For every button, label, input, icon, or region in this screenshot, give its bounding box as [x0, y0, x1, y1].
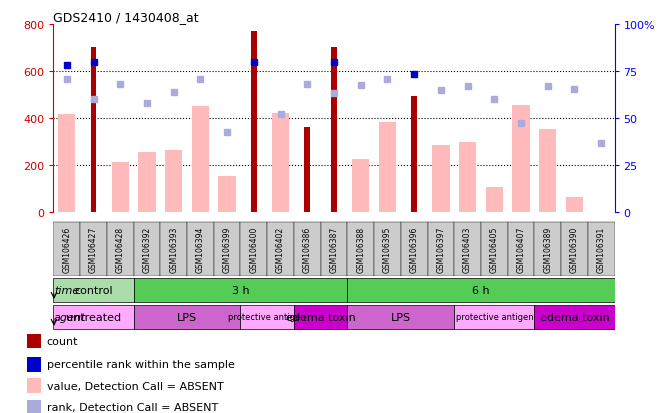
- Bar: [160, 222, 187, 277]
- Text: GSM106426: GSM106426: [62, 226, 71, 273]
- Bar: [53, 222, 80, 277]
- Bar: [134, 278, 347, 302]
- Text: percentile rank within the sample: percentile rank within the sample: [47, 359, 234, 369]
- Bar: [27, 378, 41, 393]
- Bar: [107, 222, 134, 277]
- Text: agent: agent: [54, 312, 86, 322]
- Bar: [534, 305, 615, 329]
- Bar: [411, 96, 417, 213]
- Text: GSM106400: GSM106400: [249, 226, 259, 273]
- Text: GSM106396: GSM106396: [409, 226, 419, 273]
- Bar: [347, 278, 615, 302]
- Bar: [588, 222, 615, 277]
- Bar: [454, 305, 534, 329]
- Bar: [58, 115, 75, 213]
- Bar: [187, 222, 214, 277]
- Bar: [294, 222, 321, 277]
- Bar: [91, 48, 96, 213]
- Bar: [481, 222, 508, 277]
- Bar: [138, 153, 156, 213]
- Text: untreated: untreated: [66, 312, 121, 322]
- Bar: [80, 222, 107, 277]
- Bar: [428, 222, 454, 277]
- Text: GSM106399: GSM106399: [222, 226, 232, 273]
- Bar: [272, 114, 289, 213]
- Text: edema toxin: edema toxin: [540, 312, 609, 322]
- Text: GSM106407: GSM106407: [516, 226, 526, 273]
- Text: GSM106389: GSM106389: [543, 226, 552, 273]
- Text: LPS: LPS: [177, 312, 197, 322]
- Text: GSM106386: GSM106386: [303, 226, 312, 273]
- Bar: [401, 222, 428, 277]
- Bar: [267, 222, 294, 277]
- Bar: [432, 146, 450, 213]
- Bar: [347, 305, 454, 329]
- Bar: [53, 278, 134, 302]
- Bar: [134, 305, 240, 329]
- Bar: [331, 48, 337, 213]
- Bar: [561, 222, 588, 277]
- Bar: [294, 305, 347, 329]
- Text: protective antigen: protective antigen: [228, 313, 306, 321]
- Bar: [321, 222, 347, 277]
- Text: GSM106391: GSM106391: [597, 226, 606, 273]
- Bar: [53, 305, 134, 329]
- Text: GSM106393: GSM106393: [169, 226, 178, 273]
- Text: GSM106403: GSM106403: [463, 226, 472, 273]
- Bar: [539, 129, 556, 213]
- Bar: [534, 222, 561, 277]
- Bar: [112, 162, 129, 213]
- Bar: [379, 122, 396, 213]
- Text: GSM106387: GSM106387: [329, 226, 339, 273]
- Text: GSM106428: GSM106428: [116, 226, 125, 273]
- Bar: [134, 222, 160, 277]
- Bar: [459, 142, 476, 213]
- Bar: [347, 222, 374, 277]
- Text: time: time: [54, 285, 79, 295]
- Bar: [352, 160, 369, 213]
- Text: GSM106397: GSM106397: [436, 226, 446, 273]
- Text: GSM106390: GSM106390: [570, 226, 579, 273]
- Text: GSM106427: GSM106427: [89, 226, 98, 273]
- Bar: [374, 222, 401, 277]
- Bar: [508, 222, 534, 277]
- Text: count: count: [47, 336, 78, 346]
- Text: 6 h: 6 h: [472, 285, 490, 295]
- Text: value, Detection Call = ABSENT: value, Detection Call = ABSENT: [47, 381, 224, 391]
- Text: LPS: LPS: [391, 312, 411, 322]
- Text: protective antigen: protective antigen: [456, 313, 533, 321]
- Bar: [240, 305, 294, 329]
- Text: control: control: [74, 285, 113, 295]
- Bar: [512, 106, 530, 213]
- Bar: [27, 357, 41, 372]
- Bar: [251, 32, 257, 213]
- Text: GSM106402: GSM106402: [276, 226, 285, 273]
- Text: rank, Detection Call = ABSENT: rank, Detection Call = ABSENT: [47, 402, 218, 412]
- Text: GSM106405: GSM106405: [490, 226, 499, 273]
- Bar: [566, 197, 583, 213]
- Bar: [27, 334, 41, 349]
- Bar: [214, 222, 240, 277]
- Bar: [486, 188, 503, 213]
- Bar: [454, 222, 481, 277]
- Text: GSM106395: GSM106395: [383, 226, 392, 273]
- Bar: [218, 176, 236, 213]
- Text: GDS2410 / 1430408_at: GDS2410 / 1430408_at: [53, 11, 199, 24]
- Bar: [192, 107, 209, 213]
- Bar: [305, 128, 310, 213]
- Text: GSM106392: GSM106392: [142, 226, 152, 273]
- Text: GSM106388: GSM106388: [356, 226, 365, 273]
- Bar: [240, 222, 267, 277]
- Text: GSM106394: GSM106394: [196, 226, 205, 273]
- Text: 3 h: 3 h: [232, 285, 249, 295]
- Text: edema toxin: edema toxin: [286, 312, 355, 322]
- Bar: [27, 400, 41, 413]
- Bar: [165, 150, 182, 213]
